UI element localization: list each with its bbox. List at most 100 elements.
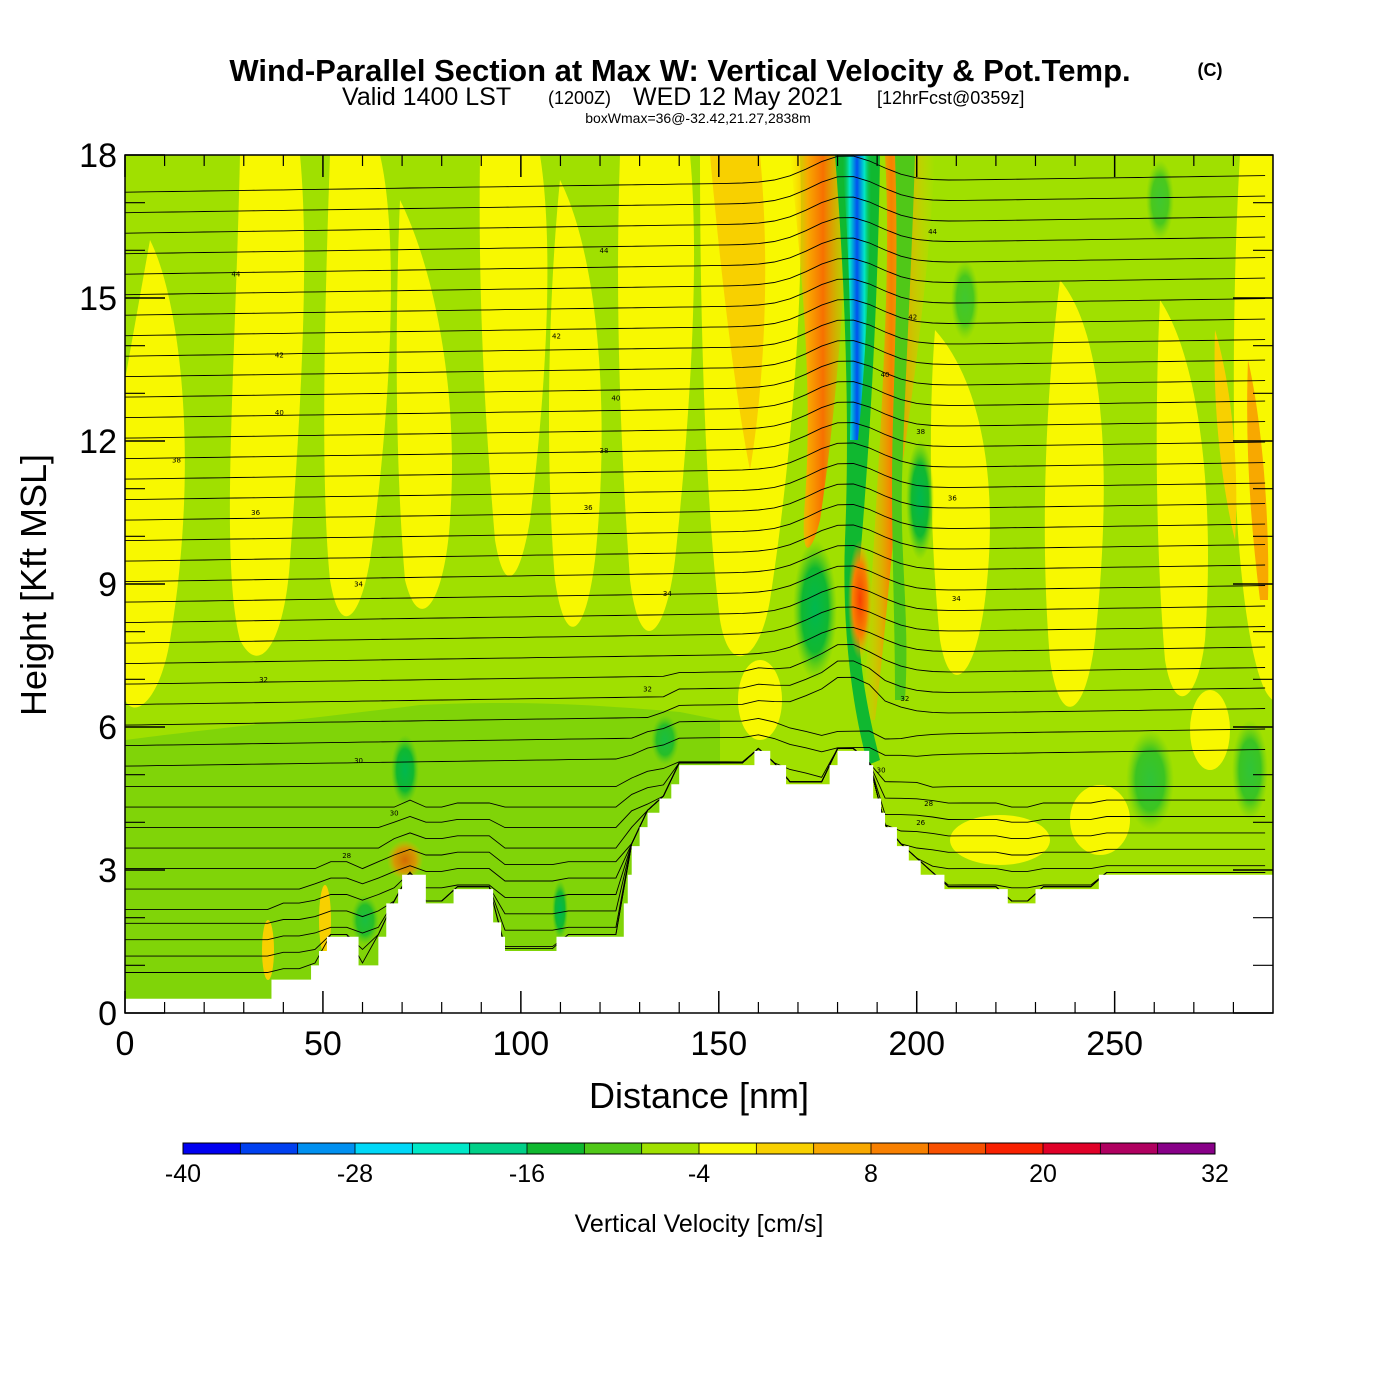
green-downdraft-blob [651,715,679,765]
colorbar-tick-label: -28 [337,1160,373,1188]
theta-contour-label: 34 [952,595,961,603]
theta-contour-line [125,545,1266,583]
theta-contour-label: 30 [390,809,399,817]
y-axis-label: Height [Kft MSL] [13,454,54,716]
subtitle-utc: (1200Z) [548,88,611,108]
colorbar-swatch [641,1143,700,1154]
green-downdraft-blob [906,440,934,560]
theta-contour-line [125,237,1266,275]
subtitle-valid: Valid 1400 LST [342,83,511,111]
yellow-blob [1070,785,1130,855]
yellow-streak [125,240,185,708]
theta-contour-label: 32 [643,685,652,693]
x-tick-label: 150 [690,1025,747,1063]
colorbar-swatch [584,1143,643,1154]
theta-contour-line [125,463,1266,501]
theta-contour-line [125,660,1266,706]
green-downdraft-blob [351,895,379,945]
theta-contour-label: 38 [172,457,181,465]
theta-contour-label: 40 [881,371,890,379]
colorbar-swatch [756,1143,815,1154]
subtitle-forecast: [12hrFcst@0359z] [877,88,1024,108]
theta-contour-line [125,747,1266,788]
x-tick-label: 50 [304,1025,342,1063]
yellow-streak [930,330,990,675]
theta-contour-line [125,299,1266,337]
colorbar-swatch [240,1143,299,1154]
theta-contour-line [125,340,1266,378]
colorbar: -40 -28 -16 -4 8 20 32 [165,1142,1229,1188]
colorbar-swatch [412,1143,471,1154]
theta-contour-label: 42 [275,352,284,360]
colorbar-swatch [355,1143,413,1154]
theta-contour-label: 28 [342,852,351,860]
theta-contour-label: 44 [231,271,240,279]
colorbar-tick-label: -16 [509,1160,545,1188]
theta-contour-line [125,278,1266,316]
theta-contour-line [125,360,1266,398]
theta-contour-label: 40 [275,409,284,417]
theta-contour-label: 36 [251,509,260,517]
colorbar-tick-label: 20 [1029,1160,1057,1188]
colorbar-tick-label: 32 [1201,1160,1229,1188]
x-axis: 0 50 100 150 200 250 [116,155,1235,1063]
x-tick-label: 200 [888,1025,945,1063]
downdraft-core [842,155,872,440]
theta-contour-line [125,504,1266,542]
updraft-orange-left [790,155,850,548]
theta-contour-label: 34 [663,590,672,598]
box-info: boxWmax=36@-32.42,21.27,2838m [585,110,811,126]
green-downdraft-blob [391,735,419,805]
colorbar-swatch [928,1143,987,1154]
theta-contour-line [125,734,1266,767]
theta-contour-label: 36 [948,495,957,503]
theta-contour-line [125,217,1266,255]
colorbar-swatch [871,1143,929,1154]
green-downdraft-blob [1146,160,1174,240]
theta-contours [125,155,1266,973]
theta-contour-line [125,717,1266,747]
yellow-streak [479,155,548,577]
y-tick-label: 9 [98,566,117,604]
colorbar-tick-label: -4 [688,1160,710,1188]
theta-contour-line [125,319,1266,357]
theta-contour-label: 44 [928,228,937,236]
green-downdraft-blob [793,540,837,680]
y-tick-label: 15 [79,280,117,318]
theta-contour-labels: 44 44 44 42 42 42 40 40 40 38 38 38 36 36 36 34 34 34 32 32… [172,228,961,860]
theta-contour-line [125,565,1266,603]
title-mark: (C) [1198,60,1223,80]
theta-contour-line [125,524,1266,562]
theta-contour-line [125,258,1266,296]
yellow-streak [1156,300,1208,697]
colorbar-swatch [297,1143,356,1154]
theta-contour-line [125,422,1266,460]
colorbar-swatch [1043,1143,1101,1154]
green-downdraft-blob [552,880,568,940]
colorbar-swatch [1100,1143,1159,1154]
theta-contour-line [125,747,1266,808]
theta-contour-line [125,676,1266,726]
theta-contour-label: 34 [354,581,363,589]
theta-contour-line [125,442,1266,480]
yellow-streak [1044,280,1104,707]
colorbar-frame [182,1142,1216,1155]
y-tick-label: 12 [79,423,117,461]
green-downdraft-blob [951,260,979,340]
colorbar-tick-label: -40 [165,1160,201,1188]
theta-contour-line [125,401,1266,439]
green-downdraft-blob [1232,720,1268,820]
theta-contour-line [125,381,1266,419]
theta-contour-label: 32 [900,695,909,703]
orange-updraft-blob [262,920,274,980]
theta-contour-label: 30 [877,766,886,774]
theta-contour-label: 42 [908,314,917,322]
y-tick-label: 3 [98,852,117,890]
theta-contour-label: 36 [584,504,593,512]
yellow-streak [548,180,602,627]
red-updraft-blob [848,540,872,660]
theta-contour-label: 30 [354,757,363,765]
theta-contour-line [125,196,1266,234]
colorbar-swatch [183,1143,241,1154]
colorbar-label: Vertical Velocity [cm/s] [575,1210,824,1238]
